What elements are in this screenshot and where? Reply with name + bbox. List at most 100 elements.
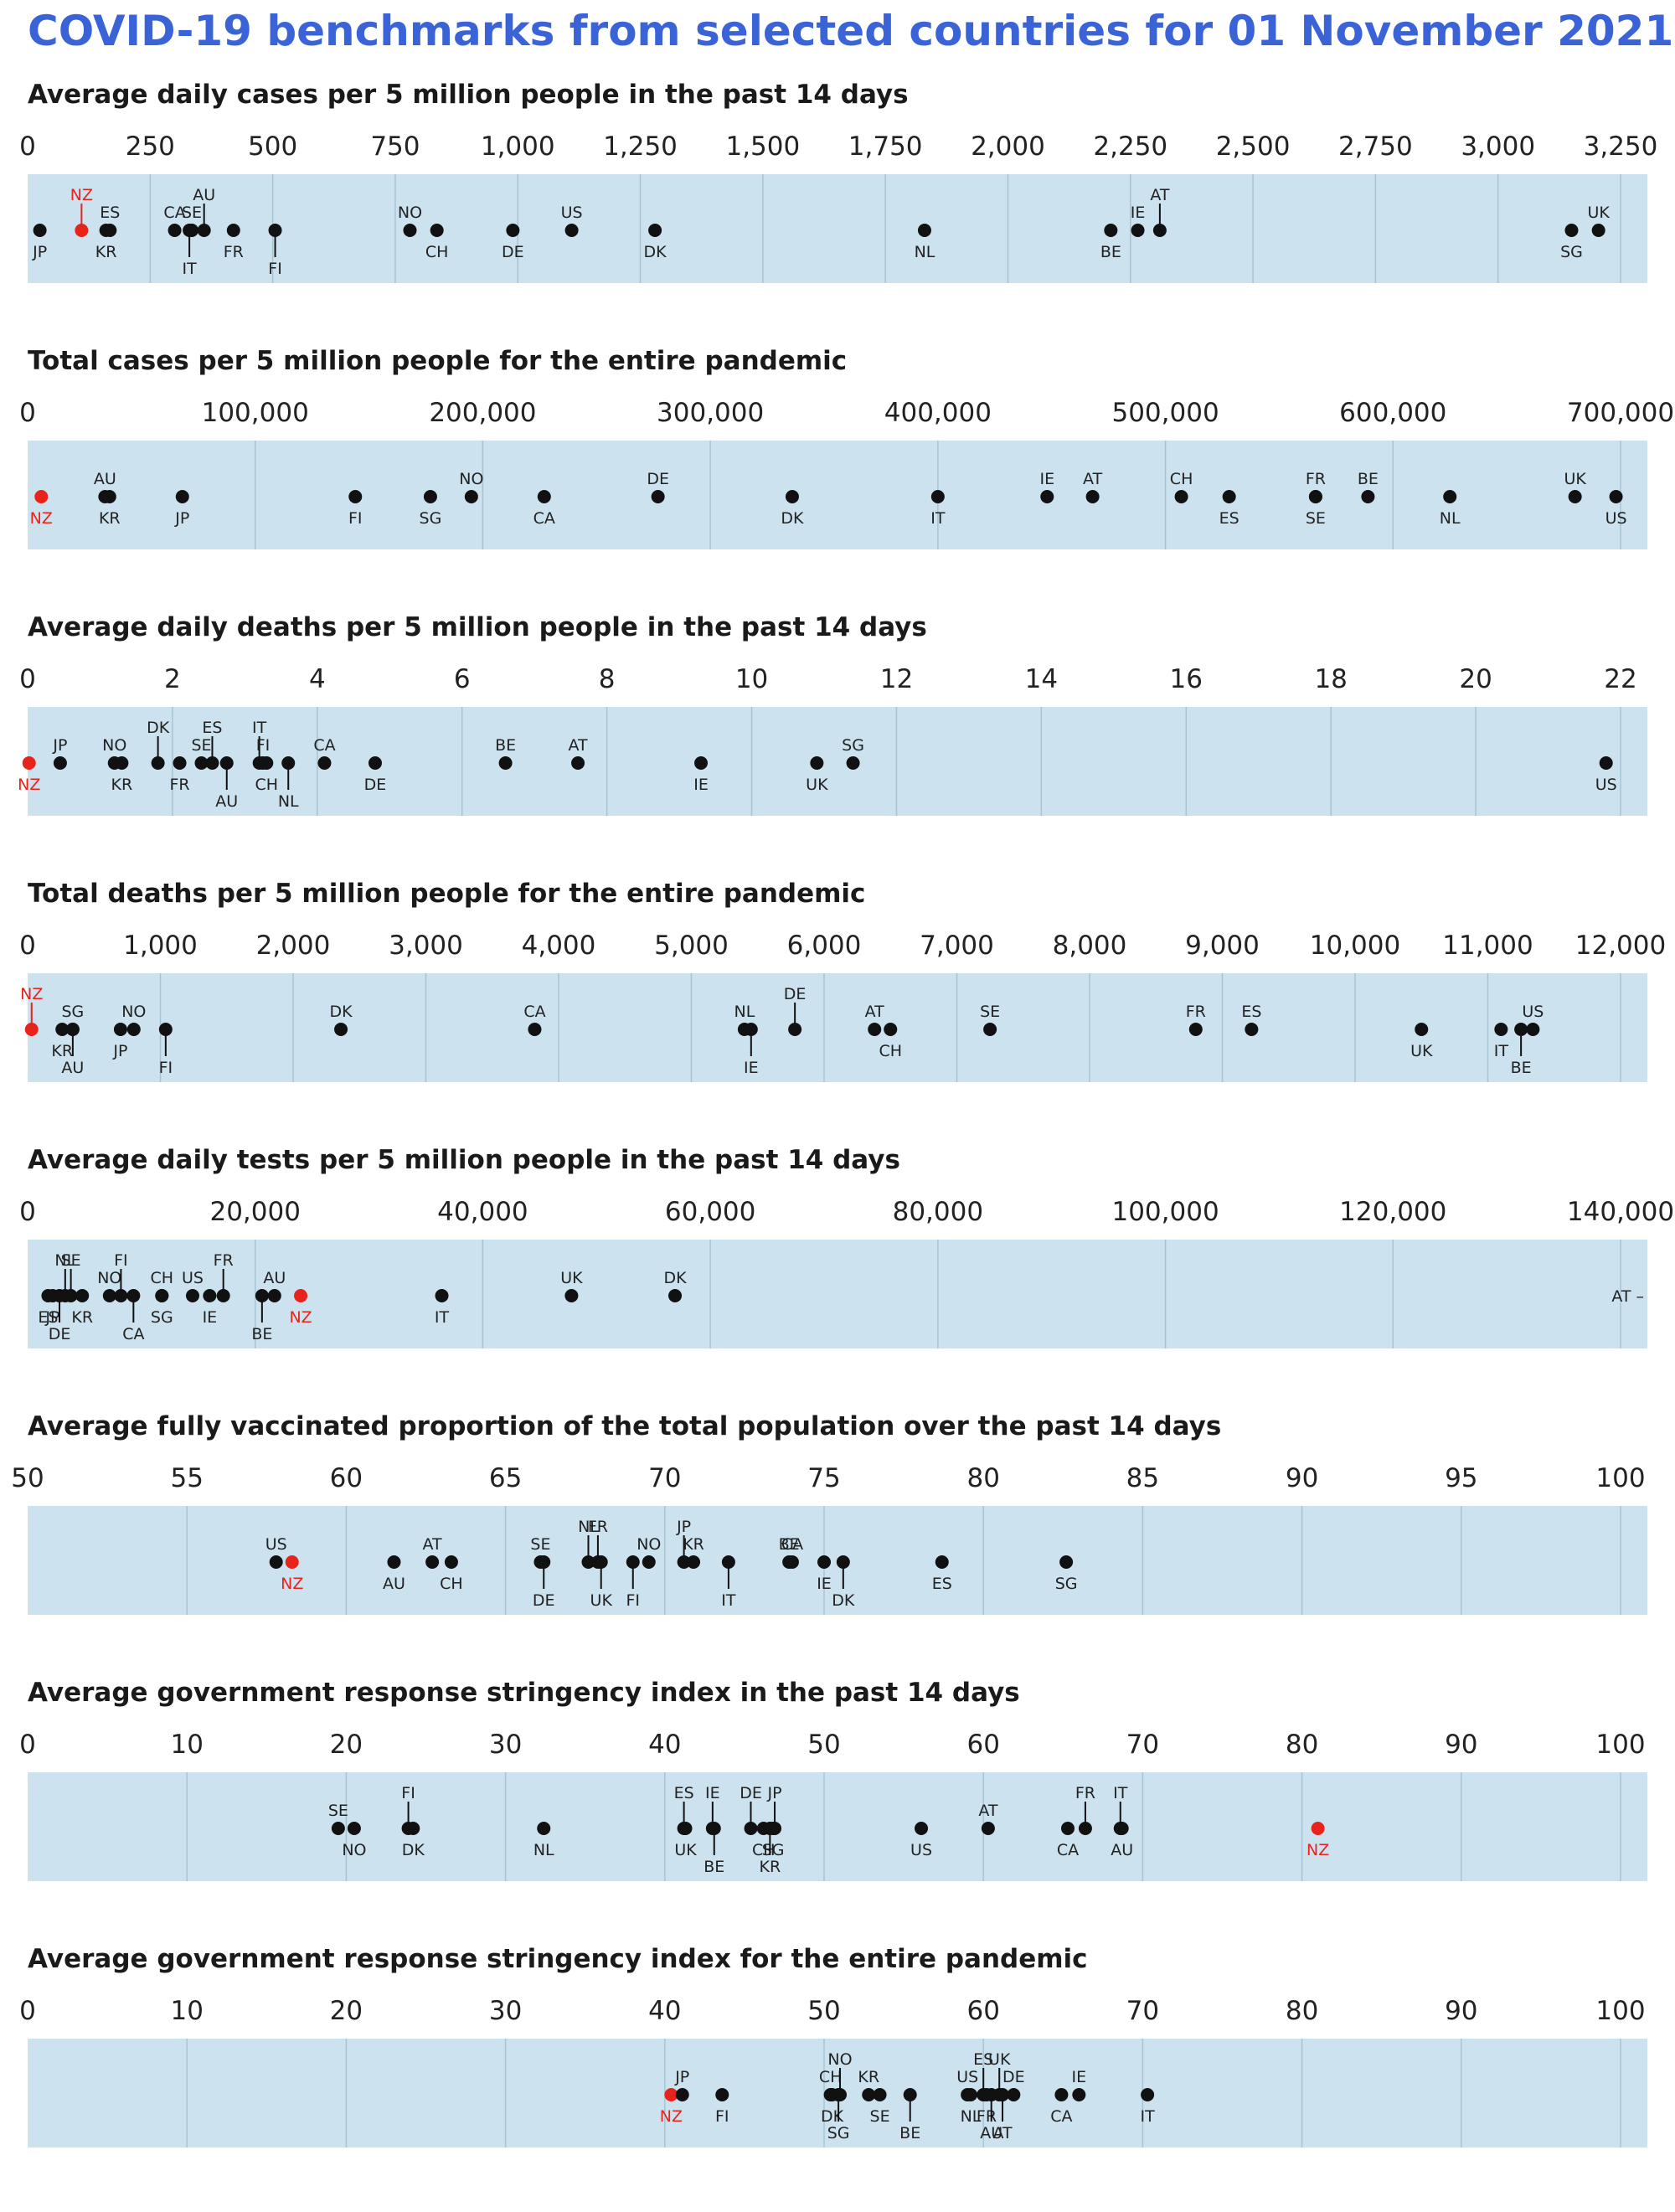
- tick-label: 6: [454, 664, 471, 694]
- point-label: BE: [495, 736, 516, 755]
- point-label: NO: [827, 2050, 852, 2069]
- point-label: ES: [100, 204, 120, 222]
- data-point-ca: [528, 1023, 542, 1036]
- point-label: NO: [121, 1003, 146, 1021]
- point-label: ES: [1219, 509, 1240, 528]
- point-label: IT: [930, 509, 946, 528]
- data-point-fr: [226, 224, 240, 237]
- point-label: UK: [1564, 470, 1586, 488]
- chart-plot: 0 100,000 200,000 300,000 400,000 500,000 600,…: [19, 398, 1674, 549]
- offscale-label: AT –: [1611, 1287, 1644, 1306]
- point-label: DK: [644, 243, 667, 261]
- tick-label: 300,000: [657, 398, 764, 428]
- point-label: BE: [899, 2124, 920, 2142]
- data-point-nl: [281, 756, 296, 770]
- chart-panel-4: Total deaths per 5 million people for th…: [0, 879, 1675, 1147]
- data-point-ch: [444, 1555, 458, 1569]
- data-point-jp: [175, 490, 189, 503]
- point-label: DK: [147, 719, 170, 737]
- chart-plot: 0 250 500 750 1,000 1,250 1,500 1,750 2,000 2,250…: [19, 131, 1657, 283]
- tick-label: 10: [170, 1996, 203, 2026]
- tick-label: 1,500: [725, 131, 800, 162]
- tick-label: 9,000: [1185, 931, 1260, 961]
- data-point-uk: [678, 1822, 693, 1835]
- point-label: NO: [97, 1269, 121, 1287]
- point-label: AT: [865, 1003, 885, 1021]
- point-label: US: [1522, 1003, 1544, 1021]
- tick-label: 100,000: [202, 398, 309, 428]
- data-point-be: [1361, 490, 1375, 503]
- point-label: SG: [762, 1841, 785, 1859]
- point-label: SG: [61, 1003, 84, 1021]
- point-label: FR: [1186, 1003, 1206, 1021]
- point-label: FR: [169, 776, 189, 794]
- data-point-fr: [1188, 1023, 1203, 1036]
- point-label: NZ: [1306, 1841, 1329, 1859]
- point-label: NO: [342, 1841, 366, 1859]
- tick-label: 0: [19, 131, 36, 162]
- data-point-us: [1599, 756, 1613, 770]
- chart-plot: 0 20,000 40,000 60,000 80,000 100,000 120,000 1…: [19, 1197, 1674, 1348]
- data-point-no: [464, 490, 478, 503]
- point-label: IT: [1140, 2107, 1155, 2126]
- data-point-us: [1526, 1023, 1540, 1036]
- data-point-kr: [102, 490, 116, 503]
- point-label: AT: [1150, 186, 1170, 204]
- data-point-fi: [114, 1289, 128, 1302]
- data-point-no: [642, 1555, 656, 1569]
- data-point-es: [103, 224, 117, 237]
- tick-label: 85: [1126, 1463, 1159, 1493]
- tick-label: 70: [648, 1463, 681, 1493]
- point-label: FR: [224, 243, 244, 261]
- point-label: JP: [674, 2068, 689, 2086]
- data-point-fi: [158, 1023, 173, 1036]
- point-label: CA: [163, 204, 185, 222]
- data-point-be: [498, 756, 513, 770]
- data-point-sg: [832, 2088, 846, 2101]
- point-label: NL: [915, 243, 935, 261]
- tick-label: 2: [164, 664, 181, 694]
- data-point-de: [1007, 2088, 1021, 2101]
- point-label: SE: [328, 1802, 348, 1820]
- point-label: US: [1595, 776, 1617, 794]
- data-point-es: [1245, 1023, 1259, 1036]
- tick-label: 40: [648, 1730, 681, 1760]
- data-point-it: [1141, 2088, 1155, 2101]
- data-point-ca: [126, 1289, 141, 1302]
- point-label: IE: [693, 776, 709, 794]
- tick-label: 6,000: [787, 931, 862, 961]
- point-label: ES: [932, 1575, 952, 1593]
- data-point-de: [651, 490, 665, 503]
- tick-label: 0: [19, 398, 36, 428]
- data-point-au: [267, 1289, 281, 1302]
- point-label: DK: [330, 1003, 353, 1021]
- tick-label: 11,000: [1442, 931, 1533, 961]
- point-label: JP: [44, 1308, 59, 1327]
- point-label: AU: [61, 1059, 84, 1077]
- data-point-us: [1609, 490, 1623, 503]
- data-point-kr: [687, 1555, 701, 1569]
- tick-label: 3,000: [1461, 131, 1535, 162]
- point-label: NL: [734, 1003, 755, 1021]
- data-point-nz: [285, 1555, 299, 1569]
- data-point-nl: [917, 224, 931, 237]
- point-label: FR: [588, 1518, 608, 1536]
- tick-label: 60,000: [665, 1197, 755, 1227]
- point-label: AT: [423, 1535, 443, 1554]
- tick-label: 65: [489, 1463, 522, 1493]
- point-label: UK: [560, 1269, 583, 1287]
- tick-label: 0: [19, 1197, 36, 1227]
- data-point-jp: [33, 224, 47, 237]
- data-point-de: [788, 1023, 802, 1036]
- point-label: NZ: [660, 2107, 683, 2126]
- point-label: FR: [214, 1251, 234, 1270]
- point-label: AT: [568, 736, 588, 755]
- data-point-us: [564, 224, 579, 237]
- tick-label: 10,000: [1310, 931, 1400, 961]
- point-label: UK: [1587, 204, 1610, 222]
- data-point-dk: [406, 1822, 420, 1835]
- point-label: CA: [523, 1003, 545, 1021]
- point-label: SE: [530, 1535, 550, 1554]
- tick-label: 0: [19, 664, 36, 694]
- chart-panel-6: Average fully vaccinated proportion of t…: [0, 1411, 1675, 1679]
